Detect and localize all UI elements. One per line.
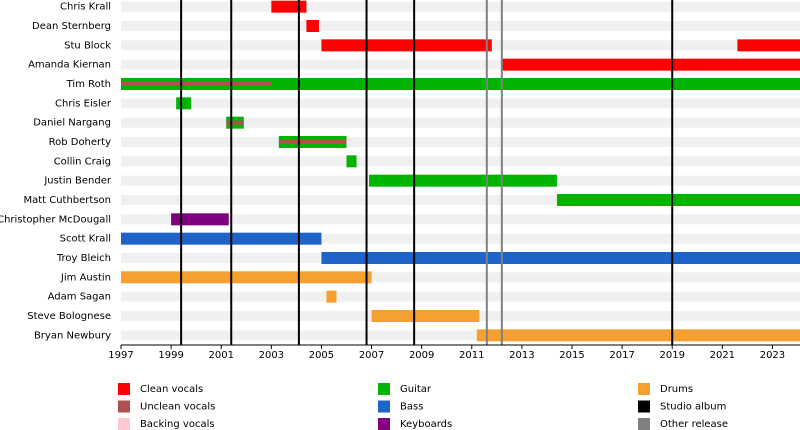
legend-label: Clean vocals (140, 384, 203, 395)
span-bar (369, 174, 557, 187)
x-tick-label: 2005 (309, 350, 334, 361)
x-tick-label: 1997 (108, 350, 133, 361)
legend-label: Guitar (400, 384, 432, 395)
span-bar (271, 0, 307, 13)
row-band (121, 214, 800, 225)
span-bar (737, 39, 800, 52)
x-tick-label: 2019 (659, 350, 684, 361)
row-band (121, 1, 800, 12)
member-label: Matt Cuthbertson (23, 195, 111, 206)
span-bar (346, 155, 357, 168)
legend-swatch (638, 400, 650, 413)
legend-label: Bass (400, 402, 423, 413)
member-label: Amanda Kiernan (28, 60, 111, 71)
member-label: Scott Krall (60, 234, 111, 245)
span-bar (321, 39, 492, 52)
span-bar (226, 120, 244, 125)
row-band (121, 21, 800, 31)
span-bar (121, 82, 272, 86)
legend-swatch (118, 418, 130, 430)
span-bar (306, 20, 319, 32)
x-tick-label: 2017 (609, 350, 634, 361)
legend-swatch (378, 400, 390, 413)
row-band (121, 291, 800, 302)
row-band (121, 272, 800, 283)
row-band (121, 330, 800, 341)
legend-swatch (378, 383, 390, 395)
member-label: Christopher McDougall (0, 214, 111, 225)
x-tick-label: 2009 (409, 350, 434, 361)
member-label: Dean Sternberg (32, 21, 111, 32)
span-bar (321, 252, 800, 264)
member-label: Bryan Newbury (34, 330, 111, 341)
x-tick-label: 1999 (158, 350, 183, 361)
legend-label: Backing vocals (140, 419, 215, 430)
member-label: Chris Eisler (55, 98, 112, 109)
span-bar (171, 213, 229, 226)
span-bar (176, 97, 192, 110)
member-label: Stu Block (64, 40, 111, 51)
x-tick-label: 2021 (710, 350, 735, 361)
member-label: Collin Craig (54, 156, 111, 167)
legend-label: Drums (660, 384, 693, 395)
span-bar (326, 290, 337, 303)
member-label: Daniel Nargang (33, 118, 111, 129)
row-band (121, 137, 800, 147)
legend-swatch (378, 418, 390, 430)
span-bar (121, 78, 800, 90)
member-label: Chris Krall (60, 2, 111, 13)
legend-label: Unclean vocals (140, 402, 215, 413)
legend-swatch (118, 400, 130, 413)
legend-swatch (638, 383, 650, 395)
x-tick-label: 2013 (509, 350, 534, 361)
member-label: Jim Austin (60, 272, 111, 283)
legend-label: Other release (660, 419, 728, 430)
x-tick-label: 2011 (459, 350, 484, 361)
member-label: Tim Roth (66, 79, 111, 90)
span-bar (121, 271, 372, 284)
row-band (121, 195, 800, 205)
legend-swatch (118, 383, 130, 395)
x-tick-label: 2007 (359, 350, 384, 361)
span-bar (121, 232, 322, 245)
x-tick-label: 2015 (559, 350, 584, 361)
row-band (121, 98, 800, 109)
member-label: Justin Bender (43, 176, 112, 187)
legend-label: Studio album (660, 402, 726, 413)
span-bar (476, 329, 800, 342)
row-band (121, 156, 800, 167)
span-bar (278, 140, 347, 144)
x-tick-label: 2003 (259, 350, 284, 361)
member-label: Adam Sagan (48, 292, 111, 303)
row-band (121, 59, 800, 70)
x-tick-label: 2001 (208, 350, 233, 361)
span-bar (501, 58, 800, 71)
member-label: Rob Doherty (49, 137, 111, 148)
legend-swatch (638, 418, 650, 430)
row-band (121, 233, 800, 244)
span-bar (556, 194, 800, 206)
legend-label: Keyboards (400, 419, 452, 430)
member-label: Steve Bolognese (27, 311, 111, 322)
member-label: Troy Bleich (56, 253, 111, 264)
x-tick-label: 2023 (760, 350, 785, 361)
row-band (121, 117, 800, 128)
span-bar (371, 310, 480, 322)
